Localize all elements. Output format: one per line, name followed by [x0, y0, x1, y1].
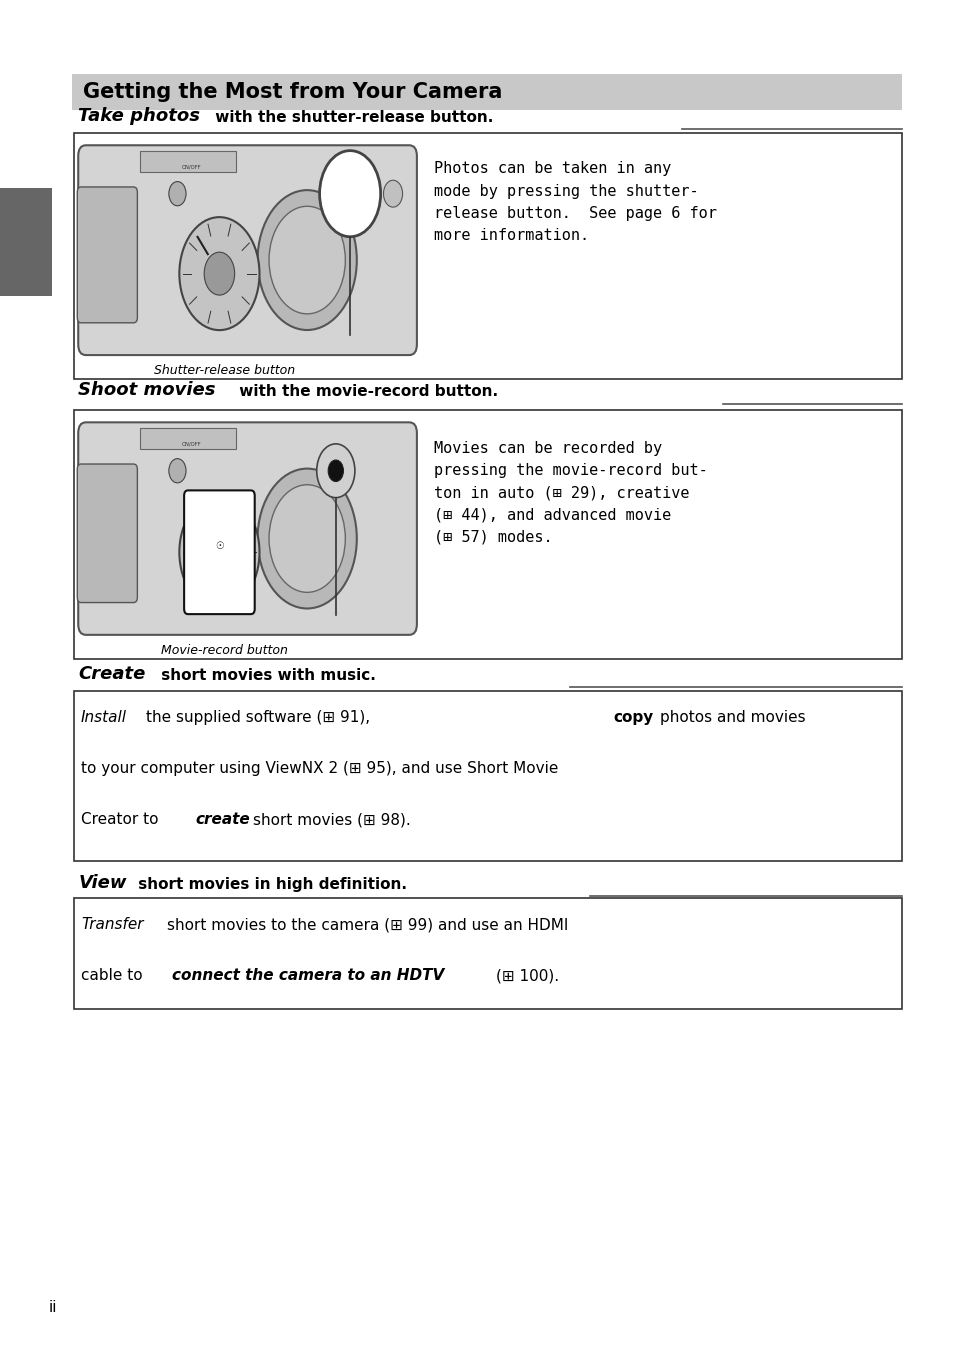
Circle shape — [257, 468, 356, 608]
Text: Shoot movies: Shoot movies — [78, 382, 215, 399]
Circle shape — [328, 460, 343, 482]
Circle shape — [204, 252, 234, 295]
Circle shape — [257, 190, 356, 330]
Text: Transfer: Transfer — [81, 917, 144, 932]
Text: Shutter-release button: Shutter-release button — [153, 364, 294, 378]
Text: Movies can be recorded by
pressing the movie-record but-
ton in auto (⊞ 29), cre: Movies can be recorded by pressing the m… — [434, 441, 707, 545]
Circle shape — [316, 444, 355, 498]
Bar — [140, 151, 235, 172]
Text: short movies in high definition.: short movies in high definition. — [132, 877, 406, 892]
Bar — [74, 898, 901, 1009]
Text: ☉: ☉ — [214, 541, 224, 550]
Text: copy: copy — [613, 710, 653, 725]
FancyBboxPatch shape — [77, 464, 137, 603]
Circle shape — [204, 531, 234, 574]
Text: Install: Install — [81, 710, 127, 725]
FancyBboxPatch shape — [184, 491, 254, 615]
Text: to your computer using ViewNX 2 (⊞ 95), and use Short Movie: to your computer using ViewNX 2 (⊞ 95), … — [81, 761, 558, 776]
Circle shape — [169, 182, 186, 206]
Text: with the movie-record button.: with the movie-record button. — [233, 385, 497, 399]
Text: short movies (⊞ 98).: short movies (⊞ 98). — [253, 812, 410, 827]
Text: Create: Create — [78, 666, 146, 683]
Circle shape — [169, 459, 186, 483]
Text: with the shutter-release button.: with the shutter-release button. — [210, 110, 493, 125]
Circle shape — [269, 484, 345, 592]
Text: Creator to: Creator to — [81, 812, 158, 827]
Text: Movie-record button: Movie-record button — [161, 644, 287, 658]
Text: ON/OFF: ON/OFF — [181, 164, 201, 169]
Text: Getting the Most from Your Camera: Getting the Most from Your Camera — [83, 82, 502, 102]
FancyBboxPatch shape — [77, 187, 137, 323]
Bar — [74, 410, 901, 659]
Text: ON/OFF: ON/OFF — [181, 441, 201, 447]
Bar — [71, 74, 901, 110]
Bar — [0, 188, 52, 296]
Text: photos and movies: photos and movies — [659, 710, 805, 725]
Circle shape — [383, 180, 402, 207]
Text: short movies with music.: short movies with music. — [156, 668, 375, 683]
Circle shape — [179, 496, 259, 609]
FancyBboxPatch shape — [78, 422, 416, 635]
Text: ii: ii — [49, 1301, 56, 1315]
Bar — [140, 428, 235, 449]
Text: (⊞ 100).: (⊞ 100). — [496, 968, 558, 983]
FancyBboxPatch shape — [78, 145, 416, 355]
Bar — [74, 133, 901, 379]
Text: the supplied software (⊞ 91),: the supplied software (⊞ 91), — [146, 710, 370, 725]
Circle shape — [179, 217, 259, 330]
Text: View: View — [78, 874, 127, 892]
Bar — [74, 691, 901, 861]
Text: create: create — [195, 812, 250, 827]
Text: Photos can be taken in any
mode by pressing the shutter-
release button.  See pa: Photos can be taken in any mode by press… — [434, 161, 717, 243]
Text: cable to: cable to — [81, 968, 143, 983]
Circle shape — [269, 206, 345, 313]
Text: short movies to the camera (⊞ 99) and use an HDMI: short movies to the camera (⊞ 99) and us… — [167, 917, 568, 932]
Text: connect the camera to an HDTV: connect the camera to an HDTV — [172, 968, 443, 983]
Circle shape — [319, 151, 380, 237]
Text: Take photos: Take photos — [78, 108, 200, 125]
